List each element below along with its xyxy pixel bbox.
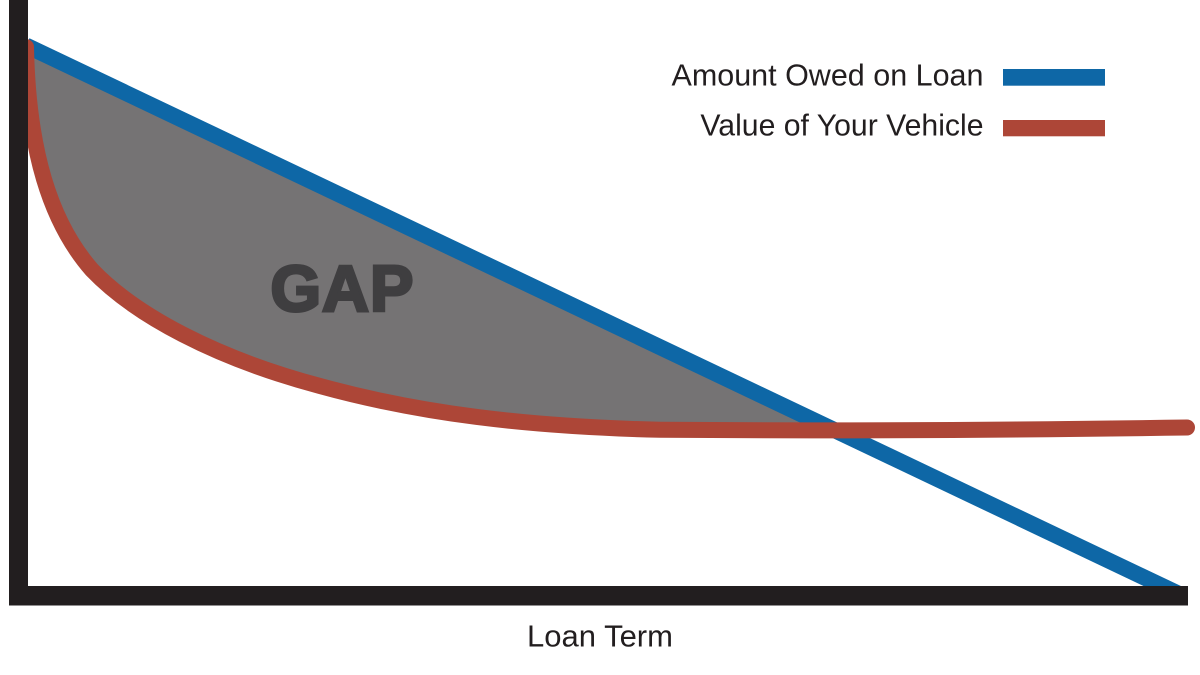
svg-text:Loan Term: Loan Term bbox=[527, 619, 673, 654]
svg-text:GAP: GAP bbox=[271, 252, 415, 325]
svg-text:Amount Owed on Loan: Amount Owed on Loan bbox=[672, 59, 984, 93]
svg-text:Value of Your Vehicle: Value of Your Vehicle bbox=[700, 110, 983, 143]
